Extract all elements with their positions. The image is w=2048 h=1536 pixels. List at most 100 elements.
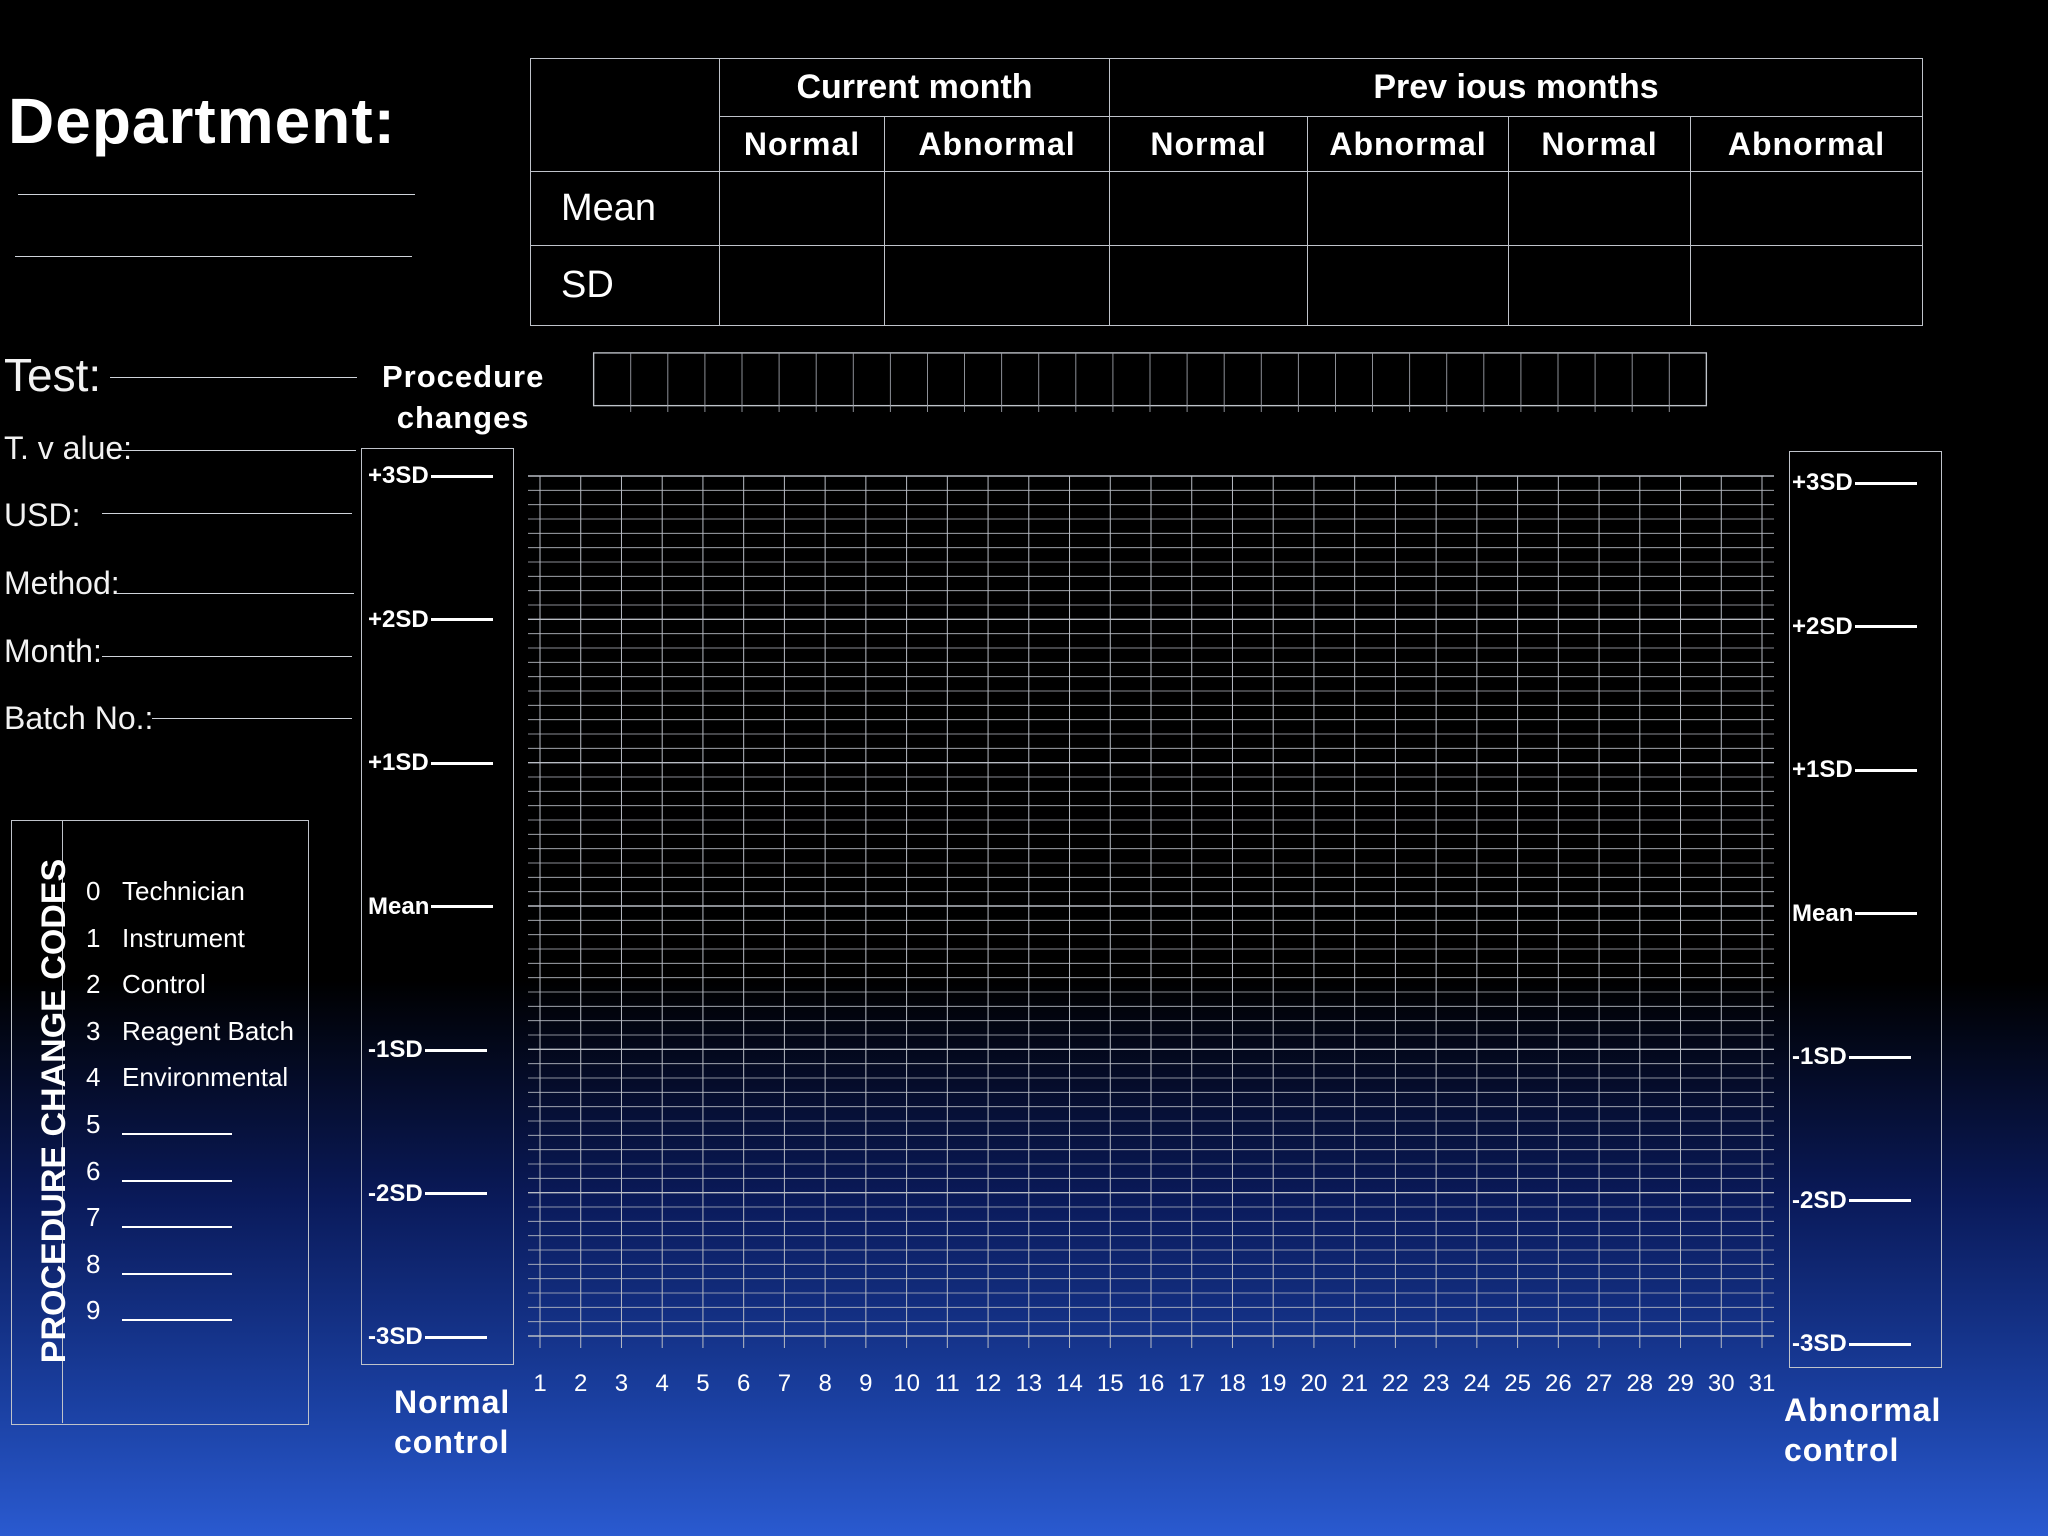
day-label: 31 — [1748, 1370, 1776, 1397]
row-mean-label: Mean — [530, 171, 720, 246]
code-blank-line[interactable] — [122, 1295, 232, 1322]
sd-label-left: -3SD — [368, 1323, 487, 1351]
day-label: 19 — [1259, 1370, 1287, 1397]
usd-label: USD: — [4, 497, 81, 533]
mean-previous-abnormal-1-cell[interactable] — [1307, 171, 1509, 246]
day-label: 12 — [974, 1370, 1002, 1397]
test-input-line[interactable] — [110, 377, 357, 378]
sd-label-text: +2SD — [368, 605, 429, 633]
summary-table: Current month Prev ious months Normal Ab… — [530, 58, 1923, 326]
mean-current-normal-cell[interactable] — [719, 171, 885, 246]
sd-label-text: +1SD — [368, 749, 429, 776]
previous-months-header: Prev ious months — [1109, 58, 1923, 117]
code-blank-line[interactable] — [122, 1109, 232, 1135]
department-line-2[interactable] — [15, 256, 412, 257]
sd-tick-mark — [1848, 1342, 1911, 1346]
day-label: 28 — [1626, 1370, 1654, 1397]
sd-label-right: Mean — [1792, 899, 1918, 928]
sd-label-text: -1SD — [1792, 1043, 1847, 1070]
batch-no-label: Batch No.: — [4, 700, 154, 736]
normal-control-label: Normal control — [394, 1382, 510, 1462]
code-blank-line[interactable] — [122, 1202, 232, 1229]
procedure-change-code-item[interactable]: 5 — [86, 1109, 232, 1140]
mean-previous-abnormal-2-cell[interactable] — [1690, 171, 1923, 246]
day-label: 17 — [1178, 1370, 1206, 1397]
day-label: 11 — [934, 1370, 960, 1397]
code-label: Environmental — [122, 1062, 289, 1093]
sd-label-text: -1SD — [368, 1036, 423, 1063]
t-value-label: T. v alue: — [4, 430, 133, 466]
procedure-change-code-item[interactable]: 8 — [86, 1249, 232, 1280]
sd-previous-abnormal-2-cell[interactable] — [1690, 245, 1923, 326]
month-input-line[interactable] — [102, 656, 352, 657]
mean-current-abnormal-cell[interactable] — [884, 171, 1110, 246]
col-previous-normal-2: Normal — [1508, 116, 1691, 172]
day-label: 5 — [696, 1370, 710, 1397]
day-label: 15 — [1096, 1370, 1124, 1397]
mean-previous-normal-2-cell[interactable] — [1508, 171, 1691, 246]
sd-label-right: +2SD — [1792, 613, 1917, 641]
sd-previous-normal-2-cell[interactable] — [1508, 245, 1691, 326]
department-line-1[interactable] — [18, 194, 415, 195]
sd-label-text: -3SD — [368, 1323, 423, 1350]
method-input-line[interactable] — [116, 593, 354, 594]
batch-no-input-line[interactable] — [152, 718, 352, 719]
code-number: 4 — [86, 1062, 101, 1093]
procedure-change-code-item: 1 Instrument — [86, 923, 245, 954]
day-label: 14 — [1056, 1370, 1083, 1397]
procedure-change-code-item[interactable]: 7 — [86, 1202, 232, 1233]
mean-previous-normal-1-cell[interactable] — [1109, 171, 1308, 246]
abnormal-control-sd-scale — [1789, 451, 1942, 1368]
sd-tick-mark — [1848, 1055, 1911, 1059]
code-blank-line[interactable] — [122, 1249, 232, 1275]
col-current-abnormal: Abnormal — [884, 116, 1110, 172]
day-label: 20 — [1300, 1370, 1328, 1397]
t-value-input-line[interactable] — [120, 450, 356, 451]
col-previous-abnormal-1: Abnormal — [1307, 116, 1509, 172]
sd-label-text: +3SD — [1792, 469, 1853, 496]
sd-previous-normal-1-cell[interactable] — [1109, 245, 1308, 326]
usd-input-line[interactable] — [102, 513, 352, 514]
procedure-change-code-item[interactable]: 9 — [86, 1295, 232, 1326]
sd-tick-mark — [1848, 1199, 1911, 1202]
normal-control-sd-scale — [361, 448, 514, 1365]
procedure-changes-line1: Procedure — [382, 359, 545, 394]
code-number: 7 — [86, 1202, 101, 1233]
sd-label-text: -2SD — [368, 1179, 423, 1207]
day-label: 13 — [1015, 1370, 1043, 1397]
procedure-change-code-item: 4 Environmental — [86, 1062, 288, 1093]
sd-tick-mark — [430, 474, 493, 478]
sd-current-normal-cell[interactable] — [719, 245, 885, 326]
abnormal-control-label: Abnormal control — [1784, 1390, 1941, 1470]
sd-previous-abnormal-1-cell[interactable] — [1307, 245, 1509, 326]
sd-current-abnormal-cell[interactable] — [884, 245, 1110, 326]
day-label: 21 — [1341, 1370, 1368, 1397]
month-label: Month: — [4, 633, 102, 669]
day-label: 23 — [1422, 1370, 1450, 1397]
levey-jennings-chart-grid[interactable] — [520, 470, 1790, 1350]
procedure-change-code-item[interactable]: 6 — [86, 1156, 232, 1187]
procedure-changes-label: Procedure changes — [382, 356, 544, 438]
code-number: 3 — [86, 1015, 101, 1046]
sd-label-text: Mean — [1792, 899, 1854, 927]
code-number: 2 — [86, 969, 101, 1000]
day-label: 18 — [1219, 1370, 1246, 1397]
day-label: 3 — [614, 1370, 629, 1397]
code-number: 0 — [86, 876, 101, 906]
current-month-header: Current month — [719, 58, 1110, 117]
sd-tick-mark — [1854, 625, 1917, 628]
day-label: 16 — [1137, 1370, 1165, 1397]
procedure-change-code-item: 3 Reagent Batch — [86, 1016, 294, 1047]
code-number: 1 — [86, 922, 101, 953]
code-blank-line[interactable] — [122, 1156, 232, 1182]
procedure-changes-strip[interactable] — [537, 352, 1763, 412]
normal-control-line1: Normal — [394, 1384, 511, 1420]
day-label: 30 — [1707, 1370, 1735, 1397]
day-label: 24 — [1463, 1370, 1491, 1397]
sd-label-text: +1SD — [1792, 756, 1853, 783]
sd-tick-mark — [424, 1335, 487, 1339]
day-label: 9 — [859, 1370, 873, 1397]
day-label: 26 — [1544, 1370, 1572, 1397]
sd-tick-mark — [1854, 481, 1917, 485]
sd-label-right: -3SD — [1792, 1330, 1911, 1358]
